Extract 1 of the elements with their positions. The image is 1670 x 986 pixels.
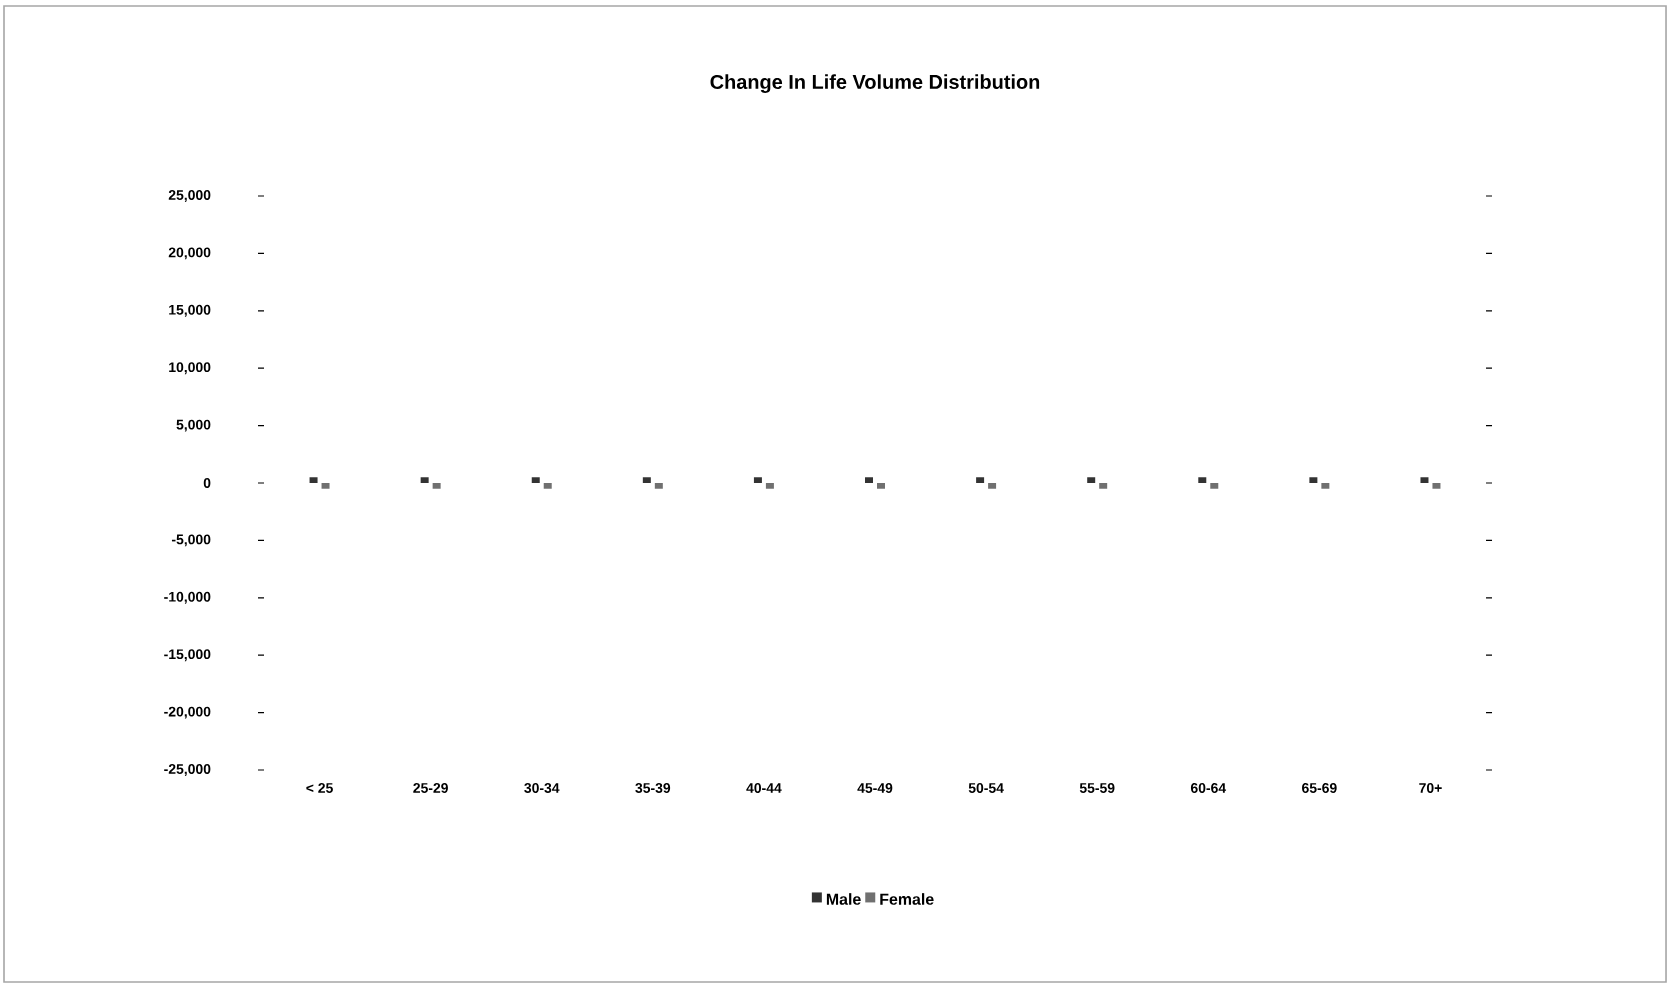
chart-title: Change In Life Volume Distribution <box>710 74 1040 93</box>
